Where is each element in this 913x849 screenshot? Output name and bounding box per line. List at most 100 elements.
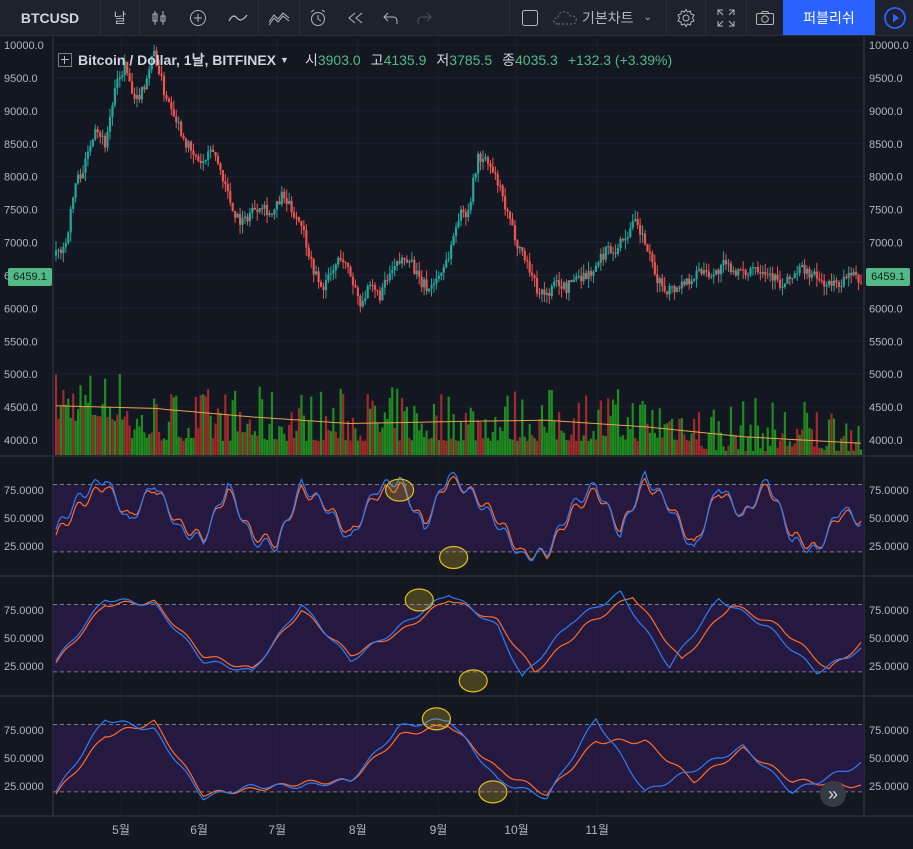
candle-body [219,163,222,171]
volume-bar [143,432,146,455]
volume-bar [739,425,742,455]
volume-bar [766,427,769,455]
candle-body [89,146,92,152]
volume-bar [383,412,386,455]
candle-body [859,282,863,284]
volume-bar [727,445,730,455]
snapshot-icon[interactable] [747,0,783,35]
candle-body [469,201,472,211]
undo-icon[interactable] [374,0,408,35]
candle-body [567,280,571,293]
chart-layout-selector[interactable]: 기본차트 ⌄ [552,0,664,35]
candle-body [356,287,359,297]
candle-body [261,208,264,210]
alert-icon[interactable] [300,0,336,35]
candle-body [609,246,612,254]
volume-bar [315,440,318,455]
time-axis-label: 6월 [190,823,208,837]
volume-bar [467,424,470,455]
volume-bar [751,450,755,455]
legend-low-label: 저 [436,52,450,68]
symbol-search[interactable]: BTCUSD [20,9,80,26]
volume-bar [538,419,541,455]
volume-bar [398,440,401,455]
scroll-to-realtime-button[interactable]: » [820,781,846,807]
price-axis-label-right: 5500.0 [869,336,903,348]
volume-bar [577,402,580,455]
volume-bar [366,394,369,455]
candle-body [707,271,710,278]
add-indicator-icon[interactable] [178,0,218,35]
candle-body [138,95,141,100]
caret-down-icon[interactable]: ▼ [280,55,289,65]
volume-bar [705,448,708,455]
volume-bar [793,443,796,455]
volume-bar [643,404,647,455]
time-axis-label: 8월 [349,823,367,837]
price-axis-label-right: 6000.0 [869,303,903,315]
stoch-axis-label-left: 50.0000 [4,633,44,645]
candle-body [459,209,463,221]
volume-bar [423,436,426,455]
candle-body [511,218,514,226]
candle-body [99,132,102,137]
volume-bar [369,408,372,455]
candle-body [79,174,82,179]
candle-body [693,279,696,281]
volume-bar [180,437,183,455]
volume-bar [275,439,278,455]
volume-bar [62,389,65,455]
publish-button[interactable]: 퍼블리쉬 [783,0,875,35]
settings-icon[interactable] [667,0,705,35]
candle-body [84,158,87,173]
compare-icon[interactable] [218,0,258,35]
candle-body [400,257,404,264]
candle-body [359,296,362,307]
candle-body [666,291,669,295]
candle-body [160,73,163,76]
candle-body [705,270,708,272]
volume-bar [820,448,823,455]
layout-icon[interactable] [510,0,550,35]
volume-bar [140,414,143,455]
price-axis-label-left: 5000.0 [4,369,38,381]
chart-area[interactable]: 10000.0 10000.0 9500.0 9500.0 9000.0 9000.0 85… [0,36,913,844]
fullscreen-icon[interactable] [706,0,746,35]
interval-selector[interactable]: 날 [113,9,127,26]
play-icon[interactable] [876,0,913,35]
volume-bar [744,450,747,455]
volume-bar [484,419,487,455]
stoch-axis-label-left: 25.0000 [4,661,44,673]
replay-icon[interactable] [336,0,374,35]
candle-body [187,141,190,148]
stoch-blue-line [55,470,862,562]
candle-body [675,287,679,293]
expand-legend-icon[interactable] [58,53,72,67]
volume-bar [116,414,119,455]
candle-body [300,221,303,226]
volume-bar [749,424,752,455]
volume-bar [673,439,676,455]
price-chart[interactable]: 10000.0 10000.0 9500.0 9500.0 9000.0 9000.0 85… [0,36,913,844]
volume-bar [388,397,391,455]
candle-body [732,270,735,273]
candle-body [231,202,234,212]
volume-bar [666,423,669,455]
volume-bar [133,429,136,455]
legend-low-value: 3785.5 [449,52,493,68]
legend-high-value: 4135.9 [383,52,427,68]
volume-bar [334,431,337,455]
price-axis-label-left: 7500.0 [4,205,38,217]
candle-body [685,278,688,285]
legend-title[interactable]: Bitcoin / Dollar, 1날, BITFINEX [78,52,277,68]
indicators-icon[interactable] [259,0,299,35]
volume-bar [450,438,453,455]
candles-icon[interactable] [140,0,178,35]
volume-bar [317,440,320,455]
candle-body [648,251,652,254]
time-axis-label: 11월 [585,823,609,837]
candle-body [450,244,453,259]
candle-body [744,270,747,275]
volume-bar [445,440,448,455]
redo-icon[interactable] [408,0,440,35]
